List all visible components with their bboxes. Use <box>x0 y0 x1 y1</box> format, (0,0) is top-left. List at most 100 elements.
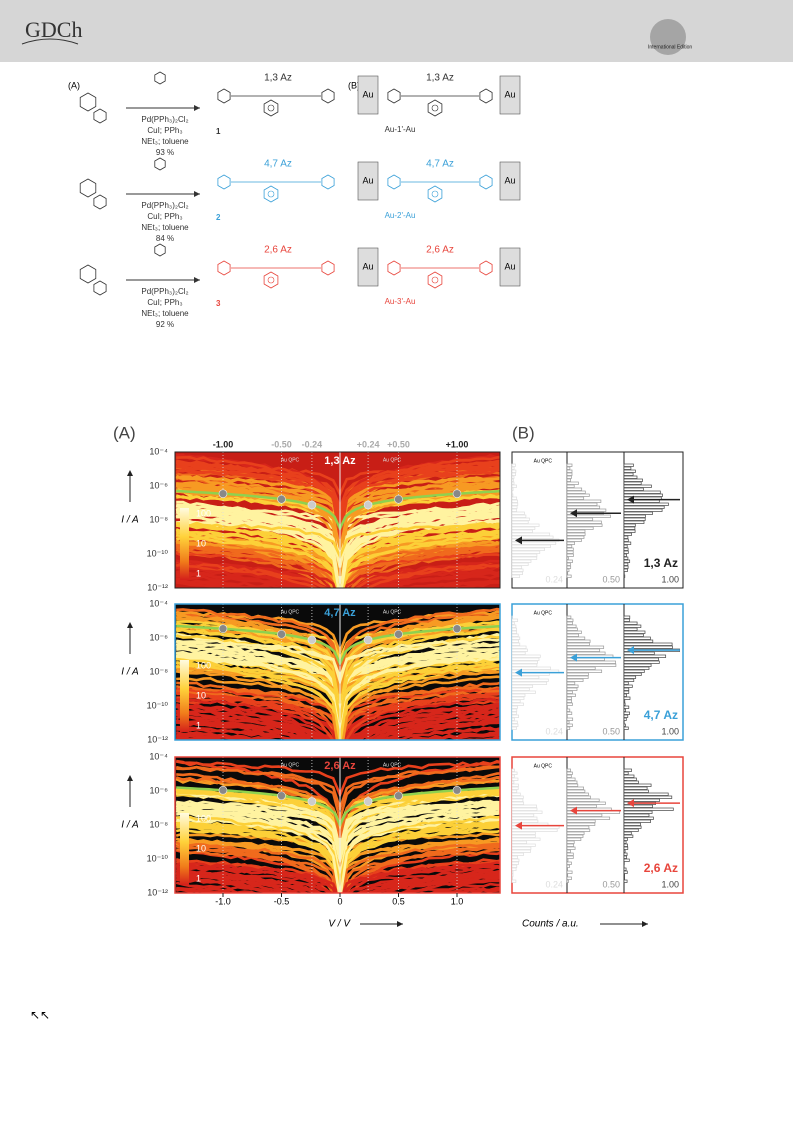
hist-bar <box>512 832 535 835</box>
hist-bar <box>624 829 638 832</box>
hist-bar <box>567 826 589 829</box>
hist-bar <box>624 554 627 557</box>
hist-title: 1,3 Az <box>644 556 678 570</box>
ring <box>264 272 278 288</box>
hist-bar <box>567 835 583 838</box>
hist-bar <box>624 775 634 778</box>
mean-dot <box>453 786 461 794</box>
hist-bar <box>567 796 590 799</box>
hist-bar <box>512 512 524 515</box>
hist-bar <box>512 838 540 841</box>
y-tick: 10⁻⁴ <box>149 446 168 456</box>
hist-bar <box>624 476 637 479</box>
y-arrowhead <box>127 622 133 628</box>
hist-bar <box>567 548 573 551</box>
hist-bar <box>624 643 672 646</box>
hist-bar <box>567 691 572 694</box>
hist-bar <box>567 619 573 622</box>
top-tick: +0.50 <box>387 439 410 449</box>
hist-bar <box>624 664 651 667</box>
hist-bar <box>512 566 522 569</box>
hist-bar <box>567 718 573 721</box>
ring <box>80 265 96 283</box>
hist-bar <box>567 850 571 853</box>
y-arrowhead <box>127 470 133 476</box>
hist-bar <box>624 536 628 539</box>
compound: 3 <box>216 299 221 308</box>
hist-bar <box>624 667 649 670</box>
mean-dot <box>278 630 286 638</box>
hist-bar <box>567 700 572 703</box>
charge <box>268 105 274 111</box>
condition: Pd(PPh₃)₂Cl₂ <box>141 287 188 296</box>
hist-bar <box>567 643 589 646</box>
logo: GDCh <box>25 17 82 42</box>
hist-bar <box>567 682 575 685</box>
ring <box>218 261 230 275</box>
mean-dot <box>395 630 403 638</box>
hist-bar <box>567 793 588 796</box>
mean-dot <box>395 495 403 503</box>
hist-bar <box>624 482 641 485</box>
hist-bar <box>624 874 625 877</box>
hist-bar <box>512 676 539 679</box>
y-tick: 10⁻⁸ <box>149 514 168 524</box>
y-tick: 10⁻⁶ <box>150 785 169 795</box>
hist-bar <box>624 877 625 880</box>
hist-bar <box>512 712 516 715</box>
hist-bar <box>512 560 531 563</box>
condition: Pd(PPh₃)₂Cl₂ <box>141 115 188 124</box>
hist-bar <box>512 569 523 572</box>
hist-bar <box>624 799 660 802</box>
hist-bar <box>512 685 533 688</box>
qpc-label: Au QPC <box>383 457 402 463</box>
hist-bar <box>624 832 631 835</box>
hist-bar <box>624 503 668 506</box>
hist-bar <box>624 817 653 820</box>
hist-bar <box>512 862 519 865</box>
hist-bar <box>567 521 601 524</box>
hist-bar <box>512 772 517 775</box>
hist-bar <box>624 619 630 622</box>
hist-bar <box>512 551 540 554</box>
top-tick: +1.00 <box>446 439 469 449</box>
hist-bar <box>512 664 537 667</box>
hist-bar <box>567 536 584 539</box>
hist-bar <box>512 518 530 521</box>
electrode-label: Au <box>362 89 373 99</box>
charge <box>432 277 438 283</box>
hist-bar <box>512 697 524 700</box>
ring <box>428 272 442 288</box>
hist-bar <box>567 625 576 628</box>
hist-bar <box>512 494 513 497</box>
hist-bar <box>567 631 581 634</box>
ring <box>80 93 96 111</box>
hist-bar <box>512 868 516 871</box>
hist-bar <box>624 850 625 853</box>
ring <box>218 89 230 103</box>
hist-bar <box>567 802 605 805</box>
hist-bar <box>512 808 537 811</box>
mean-dot <box>219 786 227 794</box>
hist-bar <box>512 554 537 557</box>
hist-bar <box>624 467 631 470</box>
hist-bar <box>512 545 551 548</box>
hist-bar <box>512 646 526 649</box>
hist-bar <box>624 566 628 569</box>
hist-bar <box>512 709 517 712</box>
hist-bar <box>567 688 577 691</box>
x-arrowhead <box>397 921 403 927</box>
hist-bar <box>567 799 599 802</box>
hist-bar <box>567 775 571 778</box>
hist-bar <box>512 856 518 859</box>
electrode-label: Au <box>362 175 373 185</box>
hist-bar <box>567 560 573 563</box>
ring <box>94 281 106 295</box>
x-tick: 1.0 <box>451 896 464 906</box>
hist-bar <box>624 640 653 643</box>
hist-bar <box>567 664 616 667</box>
hist-bar <box>512 703 524 706</box>
colorbar <box>180 813 189 885</box>
mean-dot <box>219 490 227 498</box>
hist-bar <box>512 530 533 533</box>
